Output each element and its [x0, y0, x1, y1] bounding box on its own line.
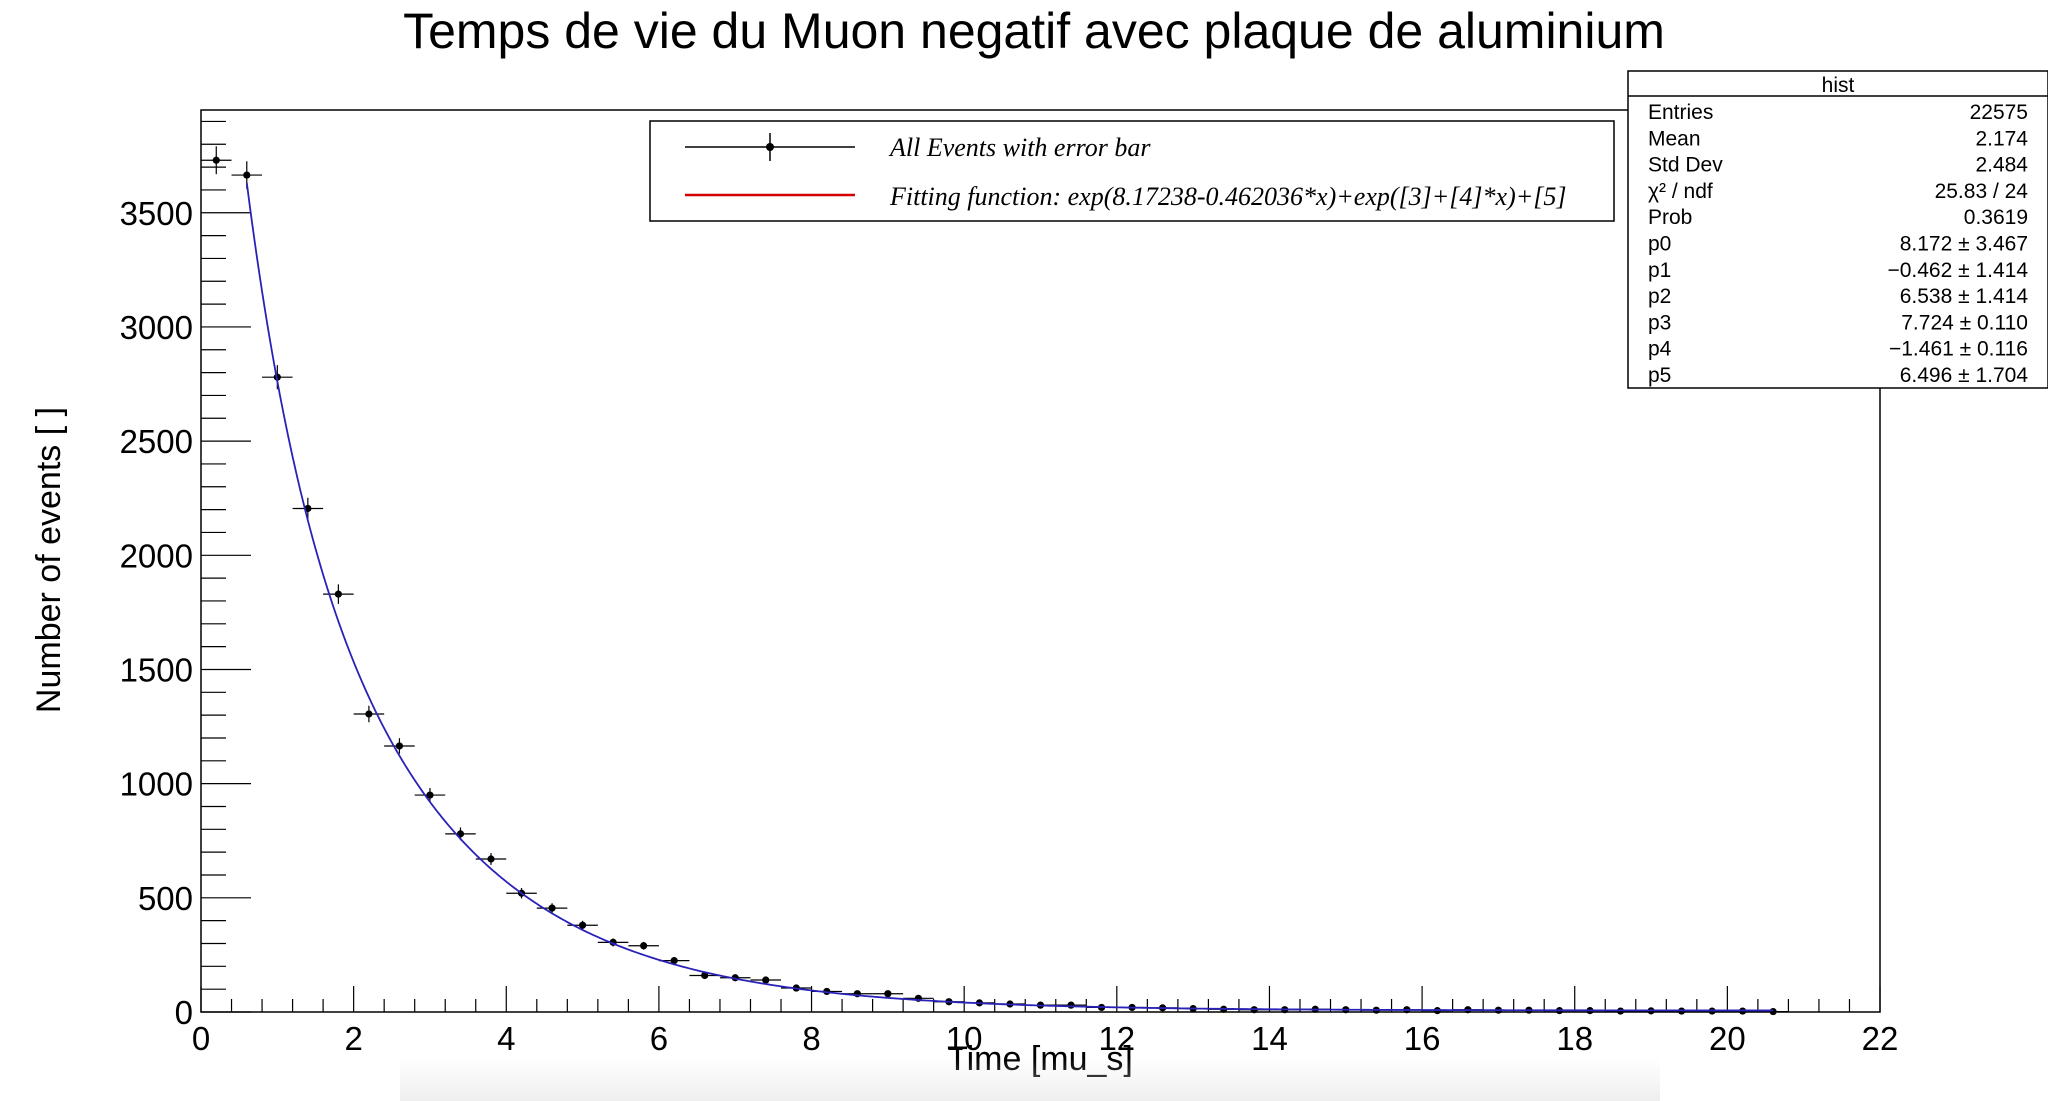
- data-point-marker: [640, 942, 648, 950]
- stats-label: p5: [1648, 364, 1671, 387]
- plot-frame: [200, 109, 1881, 1013]
- x-tick-label: 0: [192, 1020, 210, 1057]
- stats-label: p2: [1648, 285, 1671, 308]
- stats-value: 0.3619: [1964, 206, 2028, 229]
- stats-value: 22575: [1970, 101, 2028, 124]
- x-tick-label: 8: [802, 1020, 820, 1057]
- data-point: [1757, 1007, 1789, 1016]
- data-point-marker: [701, 971, 709, 980]
- data-point-marker: [395, 742, 404, 750]
- stats-value: 2.484: [1975, 154, 2028, 177]
- data-point: [689, 971, 720, 980]
- data-point: [628, 941, 659, 950]
- x-tick-label: 2: [344, 1020, 362, 1057]
- data-point: [384, 738, 415, 754]
- y-tick-label: 1500: [120, 651, 193, 688]
- x-tick-label: 18: [1556, 1020, 1593, 1057]
- stats-label: χ² / ndf: [1648, 180, 1713, 203]
- stats-value: 7.724 ± 0.110: [1901, 311, 2028, 334]
- stats-label: p1: [1648, 259, 1671, 282]
- fit-curve: [245, 182, 1774, 1012]
- data-point-marker: [212, 156, 220, 164]
- stats-box-header: hist: [1822, 74, 1855, 97]
- legend-label-fit: Fitting function: exp(8.17238-0.462036*x…: [889, 182, 1567, 211]
- x-tick-label: 4: [497, 1020, 515, 1057]
- data-point: [414, 788, 446, 803]
- data-point-marker: [365, 710, 373, 718]
- data-point-marker: [548, 904, 556, 912]
- stats-value: 8.172 ± 3.467: [1900, 233, 2028, 256]
- data-point: [292, 497, 324, 520]
- chart-title: Temps de vie du Muon negatif avec plaque…: [403, 3, 1665, 59]
- legend-marker-point: [766, 143, 774, 151]
- stats-label: Prob: [1648, 206, 1692, 229]
- data-point: [323, 584, 354, 604]
- data-point-marker: [762, 976, 770, 984]
- data-point: [1055, 1001, 1087, 1009]
- stats-value: 25.83 / 24: [1935, 180, 2029, 203]
- data-point: [536, 903, 568, 913]
- data-point-marker: [243, 171, 251, 179]
- stats-label: Entries: [1648, 101, 1713, 124]
- data-point-marker: [1067, 1001, 1075, 1009]
- stats-label: p3: [1648, 311, 1671, 334]
- y-tick-label: 3500: [120, 195, 193, 232]
- stats-value: −1.461 ± 0.116: [1889, 338, 2028, 361]
- data-point-marker: [578, 921, 587, 929]
- stats-box-frame: [1627, 70, 2048, 389]
- y-tick-label: 500: [138, 880, 193, 917]
- data-point: [750, 976, 782, 984]
- stats-value: 6.538 ± 1.414: [1900, 285, 2029, 308]
- data-point-marker: [884, 990, 892, 998]
- bottom-shadow: [400, 1058, 1660, 1101]
- legend-box: [649, 120, 1615, 222]
- stats-label: p4: [1648, 338, 1672, 361]
- x-tick-label: 10: [946, 1020, 983, 1057]
- data-point: [201, 146, 232, 175]
- data-point-marker: [1769, 1007, 1777, 1016]
- y-tick-label: 2500: [120, 423, 193, 460]
- data-point: [353, 705, 385, 723]
- stats-value: 2.174: [1975, 127, 2028, 150]
- x-tick-label: 12: [1098, 1020, 1135, 1057]
- x-tick-label: 22: [1862, 1020, 1899, 1057]
- stats-value: −0.462 ± 1.414: [1887, 259, 2028, 282]
- data-point: [872, 990, 904, 998]
- legend: All Events with error bar Fitting functi…: [649, 120, 1615, 222]
- x-tick-label: 16: [1404, 1020, 1441, 1057]
- stats-label: Std Dev: [1648, 154, 1723, 177]
- stats-box: hist Entries 22575 Mean 2.174 Std Dev 2.484 χ²…: [1627, 70, 2048, 389]
- y-axis-label: Number of events [ ]: [30, 407, 68, 713]
- x-tick-label: 20: [1709, 1020, 1746, 1057]
- stats-label: Mean: [1648, 127, 1701, 150]
- y-tick-label: 1000: [120, 766, 193, 803]
- y-tick-label: 0: [175, 994, 193, 1031]
- y-tick-label: 2000: [120, 537, 193, 574]
- data-point-marker: [426, 791, 434, 799]
- data-point-marker: [487, 855, 495, 863]
- y-tick-label: 3000: [120, 309, 193, 346]
- x-tick-label: 6: [650, 1020, 668, 1057]
- legend-label-data: All Events with error bar: [888, 133, 1151, 162]
- x-tick-label: 14: [1251, 1020, 1288, 1057]
- stats-label: p0: [1648, 233, 1671, 256]
- data-point-marker: [670, 957, 678, 965]
- data-point-marker: [334, 590, 342, 598]
- stats-value: 6.496 ± 1.704: [1900, 364, 2029, 387]
